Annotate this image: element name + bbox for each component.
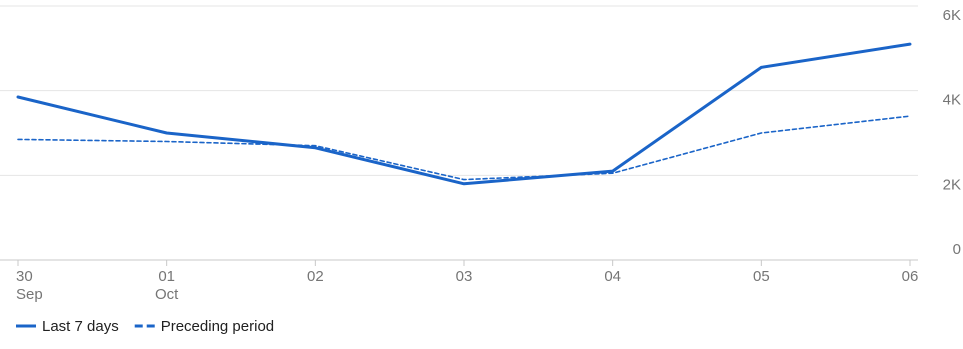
y-tick-label: 4K <box>943 92 961 109</box>
legend-label: Preceding period <box>161 318 274 335</box>
x-tick-label: 02 <box>307 268 324 285</box>
x-tick-label: 01 <box>158 268 175 285</box>
x-tick-label: 06 <box>902 268 919 285</box>
x-tick-label: 04 <box>604 268 621 285</box>
y-tick-label: 0 <box>953 241 961 258</box>
y-tick-label: 2K <box>943 176 961 193</box>
x-tick-label: 03 <box>456 268 473 285</box>
y-axis-ticks: 0 2K 4K 6K <box>943 7 961 258</box>
legend-label: Last 7 days <box>42 318 119 335</box>
y-tick-label: 6K <box>943 7 961 24</box>
legend: Last 7 days Preceding period <box>16 318 274 335</box>
series-line-last-7-days <box>16 42 912 186</box>
x-tick-month-label: Sep <box>16 286 43 303</box>
x-tick-label: 30 <box>16 268 33 285</box>
series-lines <box>16 42 912 186</box>
series-line-preceding-period <box>17 115 911 181</box>
gridlines <box>0 5 918 261</box>
x-tick-label: 05 <box>753 268 770 285</box>
x-tick-month-label: Oct <box>155 286 179 303</box>
